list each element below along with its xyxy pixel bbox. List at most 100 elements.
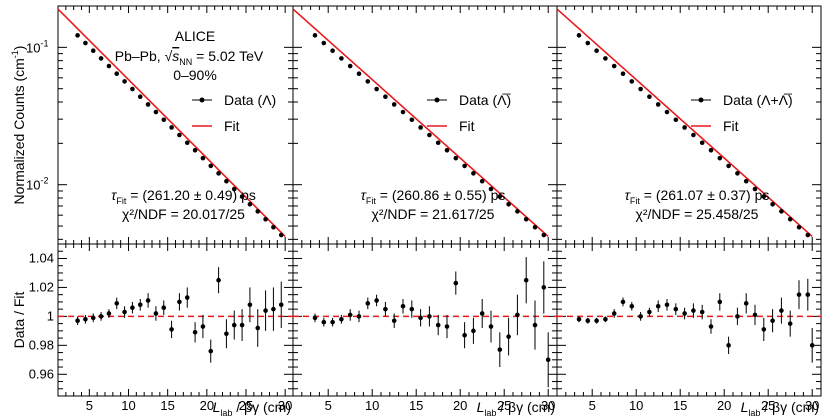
count-point-2-1 bbox=[321, 40, 327, 46]
tau-symbol-1: τ bbox=[111, 187, 117, 203]
y-top-tick-label-0: 10-2 bbox=[26, 176, 48, 193]
y-bottom-tick-label-4: 1.04 bbox=[29, 250, 54, 265]
count-point-3-3 bbox=[603, 56, 608, 61]
ratio-point-2-13 bbox=[427, 314, 432, 319]
x-tick-label-2-25: 25 bbox=[497, 398, 511, 413]
x-axis-title-rest-2: / βγ (cm) bbox=[496, 399, 555, 415]
x-axis-title-main-1: L bbox=[213, 399, 221, 415]
ratio-point-2-18 bbox=[471, 328, 476, 334]
y-top-tick-exp-1: -1 bbox=[40, 38, 48, 48]
count-point-3-19 bbox=[743, 178, 749, 184]
x-tick-label-1-15: 15 bbox=[160, 398, 174, 413]
chi2-text-3: χ²/NDF = 25.458/25 bbox=[636, 206, 759, 222]
ratio-point-2-27 bbox=[545, 357, 551, 363]
ratio-point-1-14 bbox=[184, 295, 190, 300]
count-point-3-10 bbox=[664, 109, 670, 115]
count-point-1-22 bbox=[247, 201, 253, 207]
fit-line-1 bbox=[57, 8, 286, 238]
count-point-1-3 bbox=[98, 56, 104, 61]
ratio-point-1-26 bbox=[278, 302, 284, 308]
count-point-1-25 bbox=[271, 224, 276, 230]
ratio-point-1-18 bbox=[216, 277, 221, 283]
ratio-point-1-7 bbox=[130, 305, 135, 310]
count-point-1-7 bbox=[130, 86, 135, 92]
s-nn-sub: NN bbox=[179, 57, 192, 67]
ratio-point-3-26 bbox=[805, 292, 811, 297]
ratio-point-1-8 bbox=[137, 302, 143, 308]
count-point-3-6 bbox=[629, 79, 635, 84]
count-point-1-5 bbox=[114, 71, 120, 76]
ratio-point-1-1 bbox=[83, 316, 88, 322]
legend-data-label-3: Data (Λ+Λ̅) bbox=[723, 92, 793, 108]
fit-line-3 bbox=[556, 8, 813, 238]
ratio-point-2-2 bbox=[330, 319, 335, 325]
count-point-2-21 bbox=[497, 194, 503, 199]
x-tick-label-2-15: 15 bbox=[409, 398, 423, 413]
ratio-point-3-3 bbox=[603, 316, 608, 322]
count-point-3-2 bbox=[594, 48, 599, 54]
count-point-2-12 bbox=[418, 125, 423, 130]
y-top-tick-base-0: 10 bbox=[26, 178, 40, 193]
count-point-1-14 bbox=[184, 140, 190, 146]
ratio-point-3-23 bbox=[779, 308, 784, 313]
count-point-2-16 bbox=[453, 155, 459, 161]
y-top-tick-label-1: 10-1 bbox=[26, 38, 48, 55]
count-point-3-4 bbox=[611, 63, 617, 69]
count-point-2-11 bbox=[409, 117, 415, 123]
count-point-1-17 bbox=[208, 163, 214, 169]
count-point-3-20 bbox=[752, 186, 758, 192]
ratio-point-3-0 bbox=[576, 316, 582, 322]
ratio-point-1-6 bbox=[122, 309, 127, 315]
ratio-point-1-3 bbox=[98, 314, 104, 319]
x-tick-label-2-5: 5 bbox=[325, 398, 332, 413]
ratio-point-1-2 bbox=[90, 315, 96, 321]
y-axis-title-bottom: Data / Fit bbox=[11, 291, 27, 348]
ratio-point-3-16 bbox=[717, 299, 723, 305]
sqrt-symbol: √ bbox=[165, 48, 173, 64]
ratio-point-1-13 bbox=[177, 299, 182, 305]
count-point-2-25 bbox=[532, 224, 538, 230]
count-point-1-2 bbox=[90, 48, 96, 54]
count-point-2-26 bbox=[541, 232, 547, 238]
collision-energy: = 5.02 TeV bbox=[192, 48, 264, 64]
ratio-point-2-23 bbox=[515, 312, 520, 318]
count-point-1-23 bbox=[255, 209, 261, 214]
ratio-point-1-10 bbox=[153, 311, 159, 316]
x-tick-label-3-10: 10 bbox=[629, 398, 643, 413]
count-point-2-15 bbox=[444, 147, 450, 153]
x-tick-label-1-30: 30 bbox=[278, 398, 292, 413]
centrality-label: 0–90% bbox=[173, 67, 217, 83]
tau-sub-1: Fit bbox=[116, 196, 126, 206]
ratio-point-3-9 bbox=[655, 303, 661, 309]
fit-line-2 bbox=[292, 8, 549, 238]
ratio-point-3-14 bbox=[699, 309, 705, 315]
count-point-2-4 bbox=[347, 63, 353, 69]
y-axis-title-top: Normalized Counts (cm-1) bbox=[10, 46, 27, 205]
count-point-3-18 bbox=[735, 171, 740, 176]
ratio-point-2-20 bbox=[488, 324, 494, 329]
x-axis-title-2: Llab / βγ (cm) bbox=[477, 399, 555, 416]
x-axis-title-3: Llab / βγ (cm) bbox=[741, 399, 819, 416]
ratio-point-1-0 bbox=[75, 318, 80, 324]
ratio-point-1-19 bbox=[224, 331, 229, 337]
ratio-point-1-15 bbox=[192, 330, 198, 335]
count-point-2-0 bbox=[312, 33, 318, 38]
count-point-1-8 bbox=[137, 94, 143, 100]
ratio-point-2-14 bbox=[435, 322, 441, 328]
ratio-point-2-24 bbox=[523, 277, 529, 283]
count-point-2-24 bbox=[523, 216, 529, 222]
tau-sub-2: Fit bbox=[366, 196, 376, 206]
fit-layer bbox=[57, 8, 821, 318]
ratio-point-3-4 bbox=[611, 311, 617, 316]
x-tick-label-3-15: 15 bbox=[673, 398, 687, 413]
count-point-2-20 bbox=[488, 186, 494, 192]
count-point-3-16 bbox=[717, 155, 723, 161]
axes-layer bbox=[57, 5, 822, 397]
y-bottom-tick-label-2: 1 bbox=[47, 308, 54, 323]
x-axis-title-sub-3: lab bbox=[748, 408, 760, 416]
count-point-3-11 bbox=[673, 117, 679, 123]
ratio-point-3-6 bbox=[629, 303, 635, 309]
ratio-point-3-7 bbox=[638, 314, 643, 319]
count-point-3-23 bbox=[779, 209, 784, 214]
count-point-1-16 bbox=[200, 155, 206, 161]
